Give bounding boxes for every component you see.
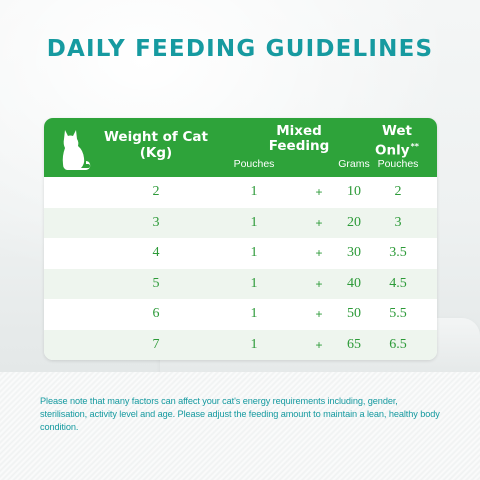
cell-grams: 40	[347, 275, 361, 291]
table-row: 4 1 + 30 3.5	[44, 238, 437, 269]
table-row: 6 1 + 50 5.5	[44, 299, 437, 330]
cell-pouches: 1	[250, 245, 258, 260]
cell-weight: 5	[152, 275, 160, 291]
cell-grams: 30	[347, 245, 361, 260]
cell-pouches: 1	[250, 336, 258, 352]
cell-pouches: 1	[250, 184, 258, 199]
subheader-grams: Grams	[338, 158, 370, 170]
plus-sign: +	[315, 276, 323, 291]
plus-sign: +	[315, 246, 323, 260]
table-row: 3 1 + 20 3	[44, 207, 437, 238]
header-weight-line1: Weight of Cat	[104, 129, 208, 145]
plus-sign: +	[315, 215, 323, 230]
cell-grams: 50	[347, 306, 361, 321]
cell-wet-pouches: 6.5	[389, 336, 407, 352]
header-mixed-line2: Feeding	[268, 138, 330, 154]
header-wet-line2: Only	[375, 142, 410, 159]
header-wet-line1: Wet	[381, 123, 413, 139]
plus-sign: +	[315, 185, 323, 199]
cell-weight: 7	[152, 336, 160, 352]
cat-silhouette-icon	[62, 130, 91, 170]
cell-pouches: 1	[250, 275, 258, 291]
cell-wet-pouches: 3.5	[389, 245, 407, 260]
cell-wet-pouches: 3	[394, 214, 402, 230]
cell-weight: 3	[152, 214, 160, 230]
subheader-pouches: Pouches	[233, 158, 275, 170]
cell-weight: 4	[152, 245, 160, 260]
plus-sign: +	[315, 337, 323, 352]
cell-weight: 2	[152, 184, 160, 199]
cell-weight: 6	[152, 306, 160, 321]
cell-grams: 20	[347, 214, 361, 230]
header-wet-only: Wet Only**	[362, 124, 432, 159]
subheader-wet-pouches: Pouches	[377, 158, 419, 170]
table-row: 2 1 + 10 2	[44, 177, 437, 208]
feeding-table: Weight of Cat (Kg) Mixed Feeding Wet Onl…	[44, 118, 437, 360]
footnote-text: Please note that many factors can affect…	[40, 396, 440, 432]
table-header: Weight of Cat (Kg) Mixed Feeding Wet Onl…	[44, 118, 437, 177]
page-title: DAILY FEEDING GUIDELINES	[46, 36, 434, 62]
header-mixed-line1: Mixed	[276, 123, 322, 139]
header-wet-marker: **	[410, 142, 419, 151]
cell-grams: 10	[347, 184, 361, 199]
cell-wet-pouches: 2	[394, 184, 402, 199]
header-weight: Weight of Cat (Kg)	[96, 129, 216, 161]
table-row: 5 1 + 40 4.5	[44, 268, 437, 299]
cell-wet-pouches: 4.5	[389, 275, 407, 291]
cell-grams: 65	[347, 336, 361, 352]
table-row: 7 1 + 65 6.5	[44, 329, 437, 360]
plus-sign: +	[315, 307, 323, 321]
header-mixed-feeding: Mixed Feeding	[244, 124, 354, 154]
cell-pouches: 1	[250, 214, 258, 230]
header-weight-line2: (Kg)	[139, 145, 173, 161]
background-rug	[0, 372, 480, 480]
cell-pouches: 1	[250, 306, 258, 321]
cell-wet-pouches: 5.5	[389, 306, 407, 321]
